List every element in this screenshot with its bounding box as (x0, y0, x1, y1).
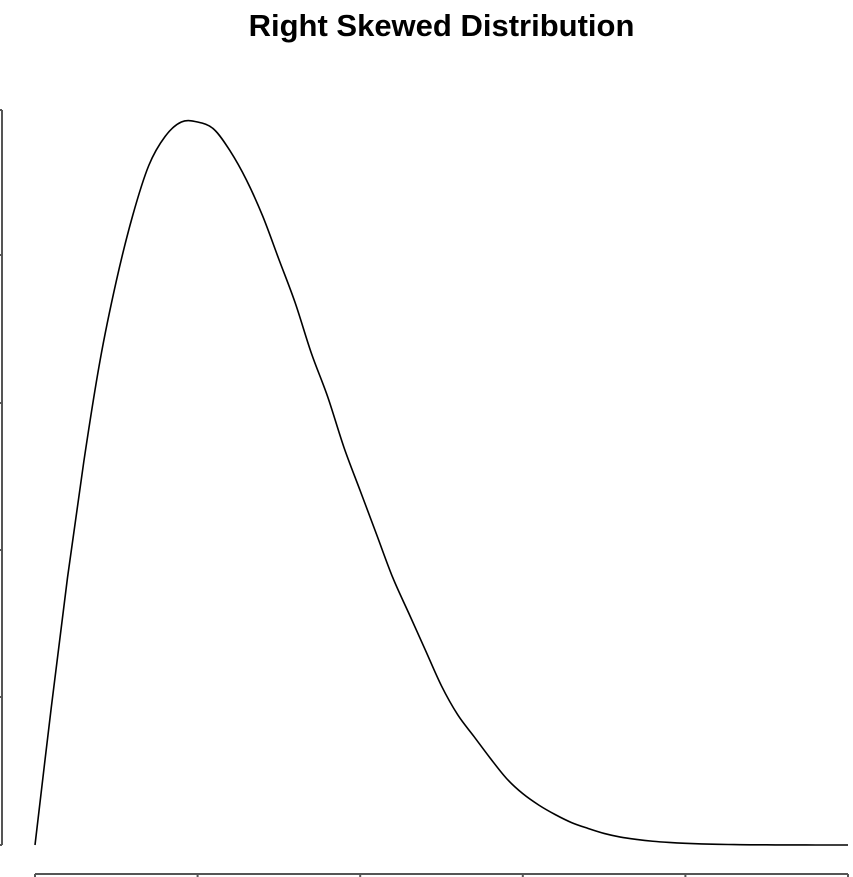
chart-title: Right Skewed Distribution (248, 8, 635, 43)
series-line-0 (34, 119, 848, 846)
axes (0, 109, 849, 877)
series-layer (34, 119, 848, 846)
